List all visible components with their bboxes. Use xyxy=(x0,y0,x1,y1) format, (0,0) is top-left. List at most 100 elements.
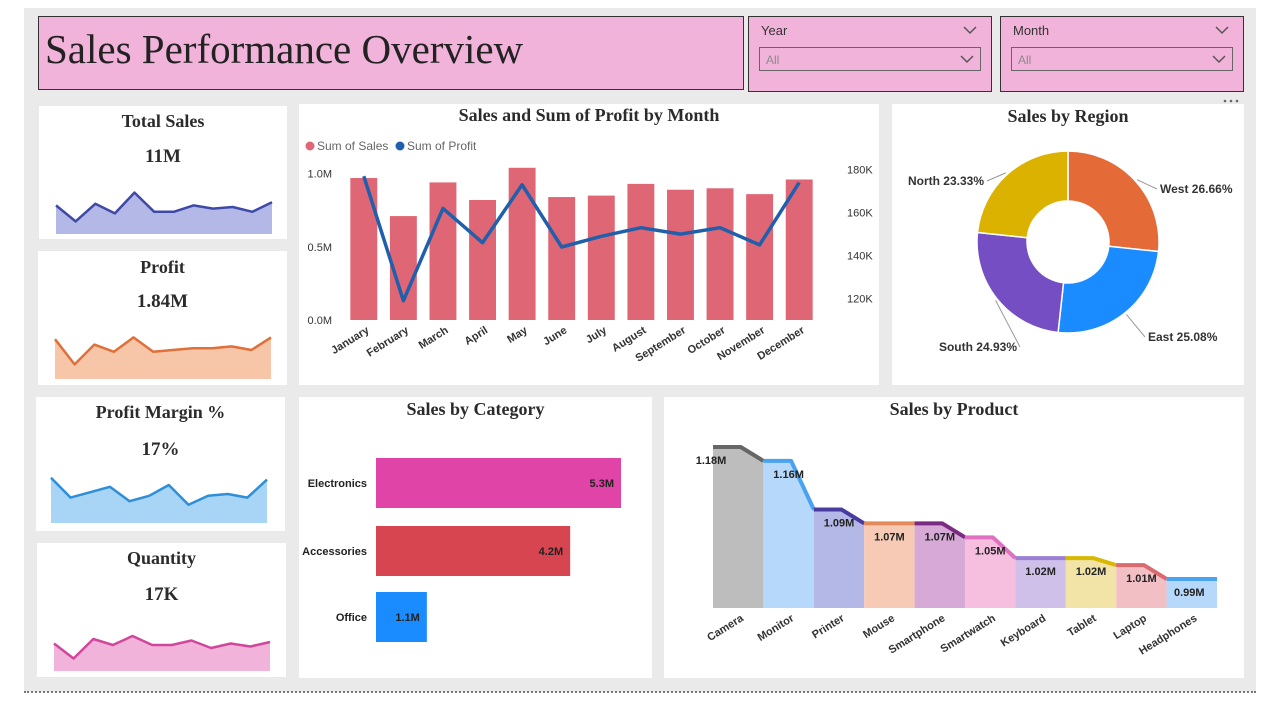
product-ribbon-line xyxy=(1065,556,1117,568)
kpi-card-profit-margin[interactable]: Profit Margin % 17% xyxy=(36,397,285,531)
sparkline-line xyxy=(54,336,272,366)
product-value-label: 1.09M xyxy=(824,518,855,530)
legend-label-sales: Sum of Sales xyxy=(317,139,388,153)
product-value-label: 1.16M xyxy=(773,469,804,481)
kpi-title: Total Sales xyxy=(121,111,205,131)
chart-title: Sales by Region xyxy=(1007,106,1129,126)
kpi-sparkline xyxy=(54,336,272,379)
y-right-tick-label: 160K xyxy=(847,208,873,220)
category-value-label: 4.2M xyxy=(539,546,563,558)
donut-chart-plot: West 26.66% East 25.08% South 24.93% North … xyxy=(908,150,1233,354)
product-ribbon-line xyxy=(713,445,765,463)
sparkline-area xyxy=(51,477,267,523)
sales-by-product-chart[interactable]: Sales by Product 1.18M Camera 1.16M Monitor… xyxy=(664,397,1244,678)
product-area-segment xyxy=(813,509,865,608)
y-left-tick-label: 1.0M xyxy=(308,169,332,181)
bar-sales xyxy=(508,167,536,320)
sparkline-line xyxy=(53,634,271,660)
x-tick-label: Monitor xyxy=(756,612,797,644)
x-tick-label: Printer xyxy=(810,612,847,641)
donut-leader-line xyxy=(995,300,1021,348)
product-value-label: 1.02M xyxy=(1025,566,1056,578)
kpi-sparkline xyxy=(50,476,268,523)
category-label: Office xyxy=(336,612,367,624)
x-tick-label: Laptop xyxy=(1112,612,1150,642)
category-value-label: 5.3M xyxy=(590,478,614,490)
kpi-title: Profit xyxy=(140,257,185,277)
donut-leader-line xyxy=(986,172,1006,182)
bar-sales xyxy=(706,188,734,320)
bar-sales xyxy=(469,199,496,320)
header-banner: Sales Performance Overview xyxy=(38,16,744,90)
kpi-card-total-sales[interactable]: Total Sales 11M xyxy=(39,106,287,239)
product-area-segment xyxy=(1065,558,1117,608)
donut-slice-label: South 24.93% xyxy=(939,340,1017,354)
product-area-segment xyxy=(864,523,915,608)
year-dropdown[interactable]: All xyxy=(759,47,981,71)
x-tick-label: July xyxy=(584,324,610,346)
chart-title: Sales by Product xyxy=(889,399,1019,419)
y-right-tick-label: 180K xyxy=(847,165,873,177)
kpi-value: 1.84M xyxy=(136,291,189,312)
legend-label-profit: Sum of Profit xyxy=(407,139,477,153)
donut-leader-line xyxy=(1125,314,1146,338)
x-tick-label: Smartphone xyxy=(887,612,948,656)
chevron-down-icon[interactable] xyxy=(963,25,977,35)
product-ribbon-line xyxy=(763,458,816,511)
kpi-title: Profit Margin % xyxy=(95,402,226,422)
category-bar xyxy=(376,592,427,642)
kpi-card-quantity[interactable]: Quantity 17K xyxy=(37,543,286,677)
year-slicer-label: Year xyxy=(761,23,788,38)
kpi-value: 17K xyxy=(144,584,179,605)
sales-by-category-chart[interactable]: Sales by Category Electronics 5.3M Accesso… xyxy=(299,397,652,678)
sales-profit-by-month-chart[interactable]: Sales and Sum of Profit by Month Sum of … xyxy=(299,104,879,385)
product-ribbon-plot: 1.18M Camera 1.16M Monitor 1.09M Printer 1.07M… xyxy=(696,445,1217,658)
donut-slice xyxy=(976,231,1065,334)
chart-title: Sales by Category xyxy=(406,399,545,419)
more-options-icon[interactable] xyxy=(1222,96,1240,106)
month-dropdown[interactable]: All xyxy=(1011,47,1233,71)
category-bar xyxy=(376,458,621,508)
product-area-segment xyxy=(1116,565,1167,608)
chevron-down-icon xyxy=(960,55,974,64)
bar-sales xyxy=(667,189,694,320)
x-tick-label: Smartwatch xyxy=(939,612,998,655)
x-tick-label: Tablet xyxy=(1065,612,1098,639)
month-slicer[interactable]: Month All xyxy=(1000,16,1244,92)
x-tick-label: Mouse xyxy=(861,612,897,641)
kpi-sparkline xyxy=(53,634,271,671)
line-profit xyxy=(362,175,801,303)
chevron-down-icon[interactable] xyxy=(1215,25,1229,35)
product-area-segment xyxy=(1166,579,1217,608)
sparkline-line xyxy=(55,191,273,223)
x-tick-label: Keyboard xyxy=(999,612,1048,649)
bar-sales xyxy=(548,197,576,320)
sales-by-region-chart[interactable]: Sales by Region West 26.66% East 25.08% So… xyxy=(892,104,1244,385)
kpi-card-profit[interactable]: Profit 1.84M xyxy=(38,251,287,385)
year-dropdown-value: All xyxy=(766,53,780,67)
x-tick-label: May xyxy=(505,324,530,346)
bar-sales xyxy=(746,194,774,320)
combo-chart-plot: Sum of Sales Sum of Profit 0.0M 0.5M 1.0M 120… xyxy=(305,139,873,365)
y-left-tick-label: 0.5M xyxy=(308,242,332,254)
kpi-value: 17% xyxy=(141,439,180,460)
donut-slice-label: West 26.66% xyxy=(1160,182,1233,196)
sparkline-area xyxy=(54,636,270,671)
donut-slice xyxy=(976,150,1069,239)
category-bar xyxy=(376,526,571,576)
kpi-sparkline xyxy=(55,191,273,234)
bar-sales xyxy=(350,178,378,320)
year-slicer[interactable]: Year All xyxy=(748,16,992,92)
product-value-label: 1.01M xyxy=(1126,573,1157,585)
x-tick-label: June xyxy=(541,324,569,348)
product-ribbon-line xyxy=(965,535,1017,560)
bar-sales xyxy=(429,182,457,320)
legend-marker-sales xyxy=(305,141,315,151)
product-area-segment xyxy=(1015,558,1066,608)
donut-slice xyxy=(1067,150,1160,253)
kpi-title: Quantity xyxy=(126,548,196,568)
chevron-down-icon xyxy=(1212,55,1226,64)
product-value-label: 1.07M xyxy=(874,531,905,543)
page-title: Sales Performance Overview xyxy=(45,26,524,72)
product-value-label: 1.18M xyxy=(696,455,727,467)
